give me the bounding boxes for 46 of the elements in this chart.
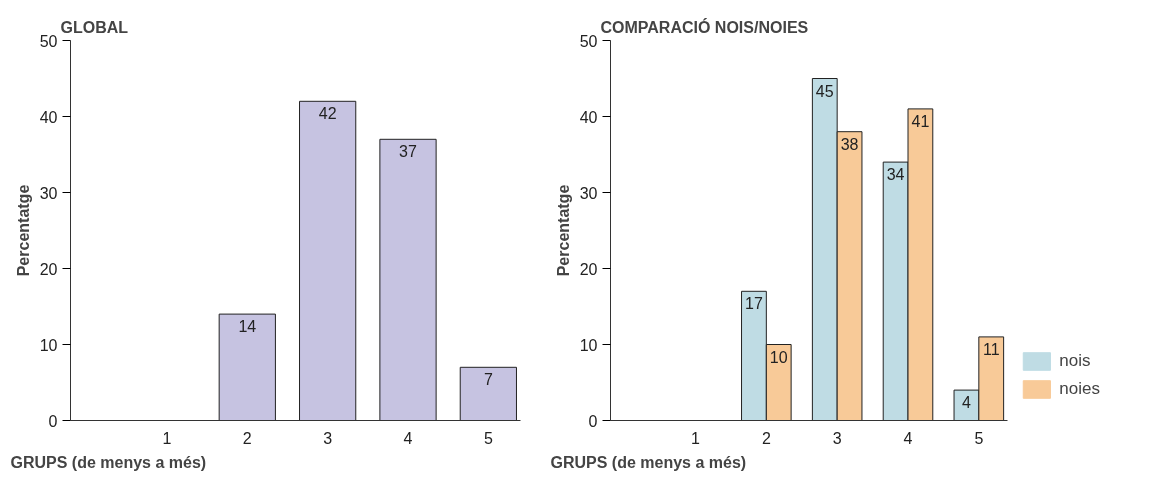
- data-label: 17: [745, 295, 763, 313]
- y-axis-title: Percentatge: [14, 184, 32, 277]
- x-tick-label: 3: [832, 429, 842, 447]
- y-tick-label: 40: [579, 108, 598, 126]
- y-axis-title: Percentatge: [554, 184, 572, 277]
- y-tick-label: 30: [579, 184, 598, 202]
- data-label: 4: [961, 394, 971, 412]
- chart-title: GLOBAL: [60, 18, 129, 36]
- y-tick-label: 30: [39, 184, 58, 202]
- data-label: 38: [840, 135, 859, 153]
- y-tick-label: 10: [39, 336, 58, 354]
- y-tick-label: 50: [579, 32, 598, 50]
- data-label: 14: [238, 318, 257, 336]
- data-label: 7: [483, 371, 493, 389]
- x-tick-label: 1: [162, 429, 172, 447]
- y-tick-label: 50: [39, 32, 58, 50]
- y-tick-label: 0: [48, 412, 58, 430]
- x-tick-label: 4: [903, 429, 913, 447]
- data-label: 41: [911, 112, 930, 130]
- y-tick-label: 20: [39, 260, 58, 278]
- data-label: 45: [815, 82, 834, 100]
- data-label: 42: [318, 105, 337, 123]
- x-axis-title: GRUPS (de menys a més): [10, 453, 207, 471]
- x-tick-label: 1: [691, 429, 701, 447]
- data-label: 11: [982, 340, 1000, 358]
- y-tick-label: 10: [579, 336, 598, 354]
- y-tick-label: 20: [579, 260, 598, 278]
- bar: [379, 138, 437, 421]
- data-label: 34: [886, 166, 905, 184]
- data-label: 37: [399, 143, 417, 161]
- x-tick-label: 5: [974, 429, 984, 447]
- legend-label: nois: [1059, 351, 1091, 371]
- bar: [299, 100, 357, 421]
- bar: [459, 366, 517, 421]
- x-tick-label: 4: [403, 429, 413, 447]
- y-tick-label: 40: [39, 108, 58, 126]
- legend-label: noies: [1059, 379, 1100, 399]
- x-axis-title: GRUPS (de menys a més): [550, 453, 747, 471]
- x-tick-label: 5: [483, 429, 493, 447]
- chart-title: COMPARACIÓ NOIS/NOIES: [600, 17, 809, 36]
- bar: [218, 313, 276, 421]
- data-label: 10: [769, 348, 788, 366]
- x-tick-label: 3: [323, 429, 333, 447]
- y-tick-label: 0: [588, 412, 598, 430]
- x-tick-label: 2: [242, 429, 252, 447]
- x-tick-label: 2: [761, 429, 771, 447]
